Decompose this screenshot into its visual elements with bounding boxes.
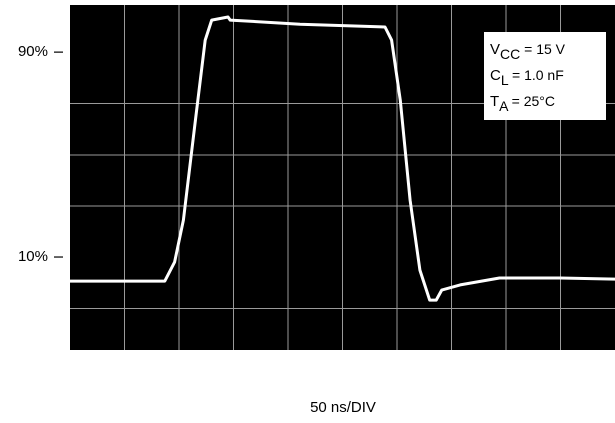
waveform <box>70 15 615 302</box>
annotation-main: T <box>490 93 499 110</box>
annotation-main: C <box>490 67 501 84</box>
y-ticks: 90% 10% <box>18 43 63 265</box>
annotation-sub: CC <box>500 46 520 62</box>
annotations: VCC = 15 V CL = 1.0 nF TA = 25°C <box>490 41 566 114</box>
annotation-sub: L <box>501 72 509 88</box>
annotation: VCC = 15 V <box>490 41 566 62</box>
x-axis-label: 50 ns/DIV <box>310 399 376 416</box>
y-tick-label: 10% <box>18 248 48 265</box>
annotation-sub: A <box>499 98 509 114</box>
annotation-main: V <box>490 41 500 58</box>
annotation-rest: = 25°C <box>508 93 555 109</box>
annotation: CL = 1.0 nF <box>490 67 564 88</box>
annotation: TA = 25°C <box>490 93 555 114</box>
annotation-rest: = 1.0 nF <box>508 67 564 83</box>
annotation-box <box>484 32 606 120</box>
annotation-rest: = 15 V <box>520 41 565 57</box>
y-tick-label: 90% <box>18 43 48 60</box>
